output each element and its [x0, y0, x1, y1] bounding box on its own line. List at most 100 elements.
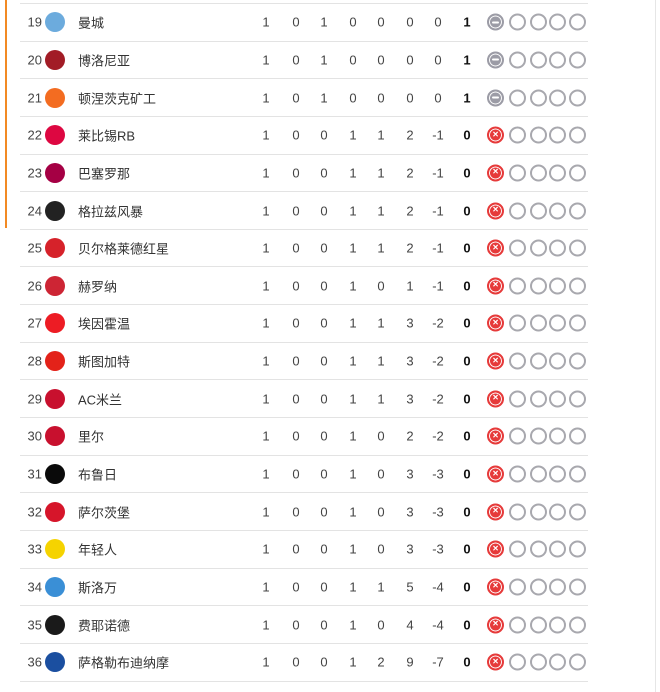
team-name[interactable]: 斯洛万	[78, 580, 118, 596]
form-empty-icon	[509, 126, 526, 144]
team-name[interactable]: 斯图加特	[78, 354, 131, 370]
stat-w: 0	[292, 240, 300, 256]
stat-p: 1	[262, 504, 270, 520]
team-name[interactable]: 巴塞罗那	[78, 166, 131, 182]
table-row[interactable]: 28 斯图加特 1 0 0 1 1 3 -2 0	[20, 343, 588, 381]
stat-pts: 1	[463, 90, 471, 106]
team-name[interactable]: 顿涅茨克矿工	[78, 91, 157, 107]
team-name[interactable]: 费耶诺德	[78, 618, 131, 634]
stat-p: 1	[262, 90, 270, 106]
team-name[interactable]: 布鲁日	[78, 467, 118, 483]
dinamo-zagreb-badge-icon	[45, 652, 65, 673]
form-empty-icon	[569, 616, 586, 634]
stat-l: 1	[349, 654, 357, 670]
team-name[interactable]: 埃因霍温	[78, 316, 131, 332]
table-row[interactable]: 20 博洛尼亚 1 0 1 0 0 0 0 1	[20, 42, 588, 80]
form-empty-icon	[530, 51, 547, 69]
table-row[interactable]: 33 年轻人 1 0 0 1 0 3 -3 0	[20, 531, 588, 569]
rank: 20	[27, 52, 42, 68]
table-row[interactable]: 21 顿涅茨克矿工 1 0 1 0 0 0 0 1	[20, 79, 588, 117]
form-empty-icon	[509, 616, 526, 634]
rank: 22	[27, 127, 42, 143]
stat-p: 1	[262, 14, 270, 30]
sturm-graz-badge-icon	[45, 200, 65, 221]
team-name[interactable]: 里尔	[78, 429, 105, 445]
form-empty-icon	[509, 427, 526, 445]
form-empty-icon	[509, 390, 526, 408]
stat-pts: 0	[463, 504, 471, 520]
team-name[interactable]: 格拉兹风暴	[78, 204, 144, 220]
stat-d: 1	[320, 90, 328, 106]
table-row[interactable]: 26 赫罗纳 1 0 0 1 0 1 -1 0	[20, 267, 588, 306]
form-empty-icon	[509, 578, 526, 596]
team-name[interactable]: 莱比锡RB	[78, 128, 136, 144]
table-row[interactable]: 31 布鲁日 1 0 0 1 0 3 -3 0	[20, 456, 588, 494]
team-name[interactable]: 博洛尼亚	[78, 53, 131, 69]
team-name[interactable]: AC米兰	[78, 392, 123, 408]
divider	[655, 0, 656, 692]
team-name[interactable]: 曼城	[78, 15, 105, 31]
team-name[interactable]: 萨格勒布迪纳摩	[78, 655, 170, 671]
table-row[interactable]: 36 萨格勒布迪纳摩 1 0 0 1 2 9 -7 0	[20, 644, 588, 682]
form-empty-icon	[530, 89, 547, 107]
form-empty-icon	[509, 653, 526, 671]
stat-ga: 9	[406, 654, 414, 670]
table-row[interactable]: 35 费耶诺德 1 0 0 1 0 4 -4 0	[20, 606, 588, 644]
table-row[interactable]: 30 里尔 1 0 0 1 0 2 -2 0	[20, 418, 588, 456]
stat-w: 0	[292, 203, 300, 219]
stat-l: 1	[349, 353, 357, 369]
stat-gd: -3	[432, 504, 444, 520]
bologna-badge-icon	[45, 49, 65, 70]
stat-l: 1	[349, 541, 357, 557]
stat-gf: 1	[377, 353, 385, 369]
table-row[interactable]: 27 埃因霍温 1 0 0 1 1 3 -2 0	[20, 305, 588, 343]
form-empty-icon	[530, 465, 547, 483]
table-row[interactable]: 34 斯洛万 1 0 0 1 1 5 -4 0	[20, 569, 588, 607]
team-name[interactable]: 年轻人	[78, 542, 118, 558]
table-row[interactable]: 19 曼城 1 0 1 0 0 0 0 1	[20, 4, 588, 42]
rank: 31	[27, 466, 42, 482]
slovan-badge-icon	[45, 576, 65, 597]
stat-p: 1	[262, 617, 270, 633]
stat-ga: 4	[406, 617, 414, 633]
form-empty-icon	[530, 202, 547, 220]
table-row[interactable]: 29 AC米兰 1 0 0 1 1 3 -2 0	[20, 380, 588, 419]
stat-l: 1	[349, 466, 357, 482]
stat-ga: 2	[406, 240, 414, 256]
form-empty-icon	[569, 314, 586, 332]
team-name[interactable]: 萨尔茨堡	[78, 505, 131, 521]
team-name[interactable]: 贝尔格莱德红星	[78, 241, 170, 257]
stat-ga: 0	[406, 52, 414, 68]
form-loss-icon	[487, 352, 504, 370]
stat-gd: -3	[432, 466, 444, 482]
salzburg-badge-icon	[45, 501, 65, 522]
stat-pts: 0	[463, 579, 471, 595]
stat-pts: 0	[463, 617, 471, 633]
form-loss-icon	[487, 503, 504, 521]
table-row[interactable]: 25 贝尔格莱德红星 1 0 0 1 1 2 -1 0	[20, 230, 588, 268]
table-row[interactable]: 32 萨尔茨堡 1 0 0 1 0 3 -3 0	[20, 493, 588, 531]
stat-pts: 0	[463, 428, 471, 444]
stat-p: 1	[262, 278, 270, 294]
stat-d: 0	[320, 428, 328, 444]
form-loss-icon	[487, 314, 504, 332]
form-empty-icon	[530, 616, 547, 634]
psv-badge-icon	[45, 313, 65, 334]
table-row[interactable]: 24 格拉兹风暴 1 0 0 1 1 2 -1 0	[20, 192, 588, 230]
stat-pts: 0	[463, 240, 471, 256]
stat-ga: 3	[406, 504, 414, 520]
form-empty-icon	[509, 239, 526, 257]
form-draw-icon	[487, 51, 504, 69]
form-empty-icon	[549, 126, 566, 144]
red-star-badge-icon	[45, 238, 65, 259]
stat-gf: 1	[377, 165, 385, 181]
form-empty-icon	[569, 89, 586, 107]
stat-l: 0	[349, 52, 357, 68]
table-row[interactable]: 23 巴塞罗那 1 0 0 1 1 2 -1 0	[20, 155, 588, 193]
table-row[interactable]: 22 莱比锡RB 1 0 0 1 1 2 -1 0	[20, 117, 588, 155]
stat-w: 0	[292, 391, 300, 407]
form-empty-icon	[549, 13, 566, 31]
stat-ga: 2	[406, 127, 414, 143]
team-name[interactable]: 赫罗纳	[78, 279, 118, 295]
rank: 28	[27, 353, 42, 369]
